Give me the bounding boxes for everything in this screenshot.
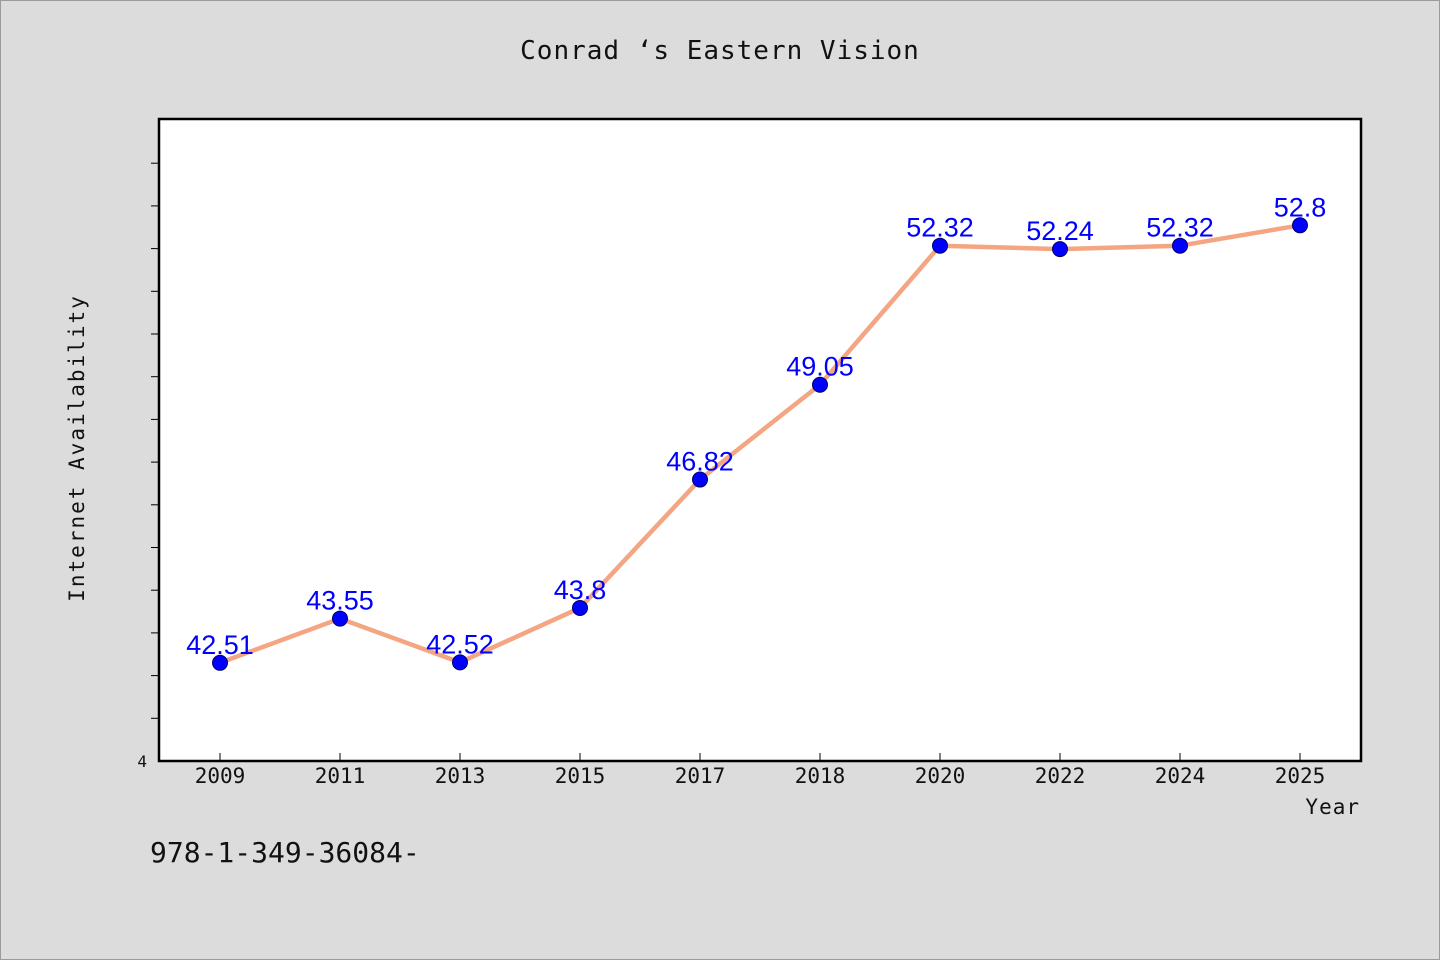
data-point: [332, 610, 348, 627]
plot-area: [157, 117, 1363, 763]
x-axis-ticks: 2009 2011 2013 2015 2017 2018 2020 2022 2024 2025: [195, 753, 1326, 788]
y-axis-ticks: 4: [137, 162, 159, 771]
data-label: 42.52: [426, 629, 494, 659]
data-label: 52.8: [1274, 192, 1327, 222]
data-point: [1172, 237, 1188, 254]
data-point: [812, 376, 828, 393]
x-tick-label: 2018: [795, 764, 846, 788]
x-tick-label: 2011: [315, 764, 366, 788]
data-label: 43.55: [306, 586, 374, 616]
series-line: [217, 223, 1303, 666]
data-point: [212, 654, 228, 671]
x-tick-label: 2015: [555, 764, 606, 788]
data-point: [932, 237, 948, 254]
x-tick-label: 2025: [1275, 764, 1326, 788]
x-axis-label: Year: [1305, 795, 1360, 819]
x-tick-label: 2020: [915, 764, 966, 788]
data-point: [692, 471, 708, 488]
x-tick-label: 2013: [435, 764, 486, 788]
x-tick-label: 2024: [1155, 764, 1206, 788]
x-tick-label: 2022: [1035, 764, 1086, 788]
y-tick-label: 4: [137, 752, 147, 771]
data-label: 46.82: [666, 447, 734, 477]
x-tick-label: 2017: [675, 764, 726, 788]
series-layer: 42.51 43.55 42.52 43.8 46.82 49.05 52.32 52.24 5…: [186, 192, 1327, 671]
data-point: [1052, 241, 1068, 258]
footer-code: 978-1-349-36084-: [150, 836, 420, 869]
data-label: 43.8: [554, 575, 607, 605]
data-label: 42.51: [186, 630, 254, 660]
chart-title: Conrad ‘s Eastern Vision: [520, 36, 920, 66]
data-label: 52.24: [1026, 216, 1094, 246]
x-tick-label: 2009: [195, 764, 246, 788]
data-label: 52.32: [906, 213, 974, 243]
data-point: [572, 599, 588, 616]
data-label: 49.05: [786, 352, 854, 382]
y-axis-label: Internet Availability: [65, 294, 89, 602]
data-point: [452, 654, 468, 671]
data-label: 52.32: [1146, 213, 1214, 243]
data-point: [1292, 217, 1308, 234]
